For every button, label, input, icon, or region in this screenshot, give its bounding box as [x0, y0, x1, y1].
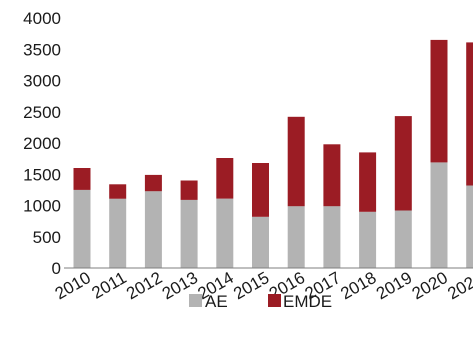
bar-emde-2019 — [394, 116, 412, 211]
bar-emde-2021 — [466, 42, 473, 186]
bar-ae-2015 — [252, 216, 269, 269]
y-tick-label: 3500 — [23, 40, 61, 59]
bar-ae-2013 — [180, 199, 198, 268]
bar-ae-2018 — [359, 211, 377, 269]
bar-ae-2011 — [109, 198, 127, 268]
bar-ae-2019 — [394, 210, 412, 268]
y-tick-label: 1500 — [23, 165, 61, 184]
bar-emde-2010 — [73, 168, 91, 190]
bar-ae-2016 — [287, 206, 305, 268]
bar-emde-2015 — [252, 163, 269, 217]
y-axis: 0 500 1000 1500 2000 2500 3000 3500 4000 — [23, 9, 61, 278]
y-tick-label: 0 — [52, 259, 61, 278]
legend-label-emde: EMDE — [283, 292, 332, 311]
legend: AE EMDE — [189, 292, 332, 311]
y-tick-label: 2500 — [23, 103, 61, 122]
bar-ae-2010 — [73, 189, 91, 268]
x-tick-label: 2021 — [444, 268, 473, 303]
bar-ae-2021 — [466, 185, 473, 268]
bar-ae-2012 — [144, 191, 162, 268]
bar-emde-2011 — [109, 184, 127, 199]
legend-swatch-emde — [268, 294, 281, 307]
bar-ae-2014 — [216, 198, 234, 268]
legend-swatch-ae — [189, 294, 202, 307]
bar-emde-2012 — [144, 174, 162, 192]
bar-ae-2020 — [430, 162, 448, 268]
bar-group — [73, 39, 473, 269]
y-tick-label: 500 — [33, 228, 61, 247]
bar-emde-2013 — [180, 180, 198, 200]
legend-label-ae: AE — [205, 292, 228, 311]
bar-emde-2020 — [430, 39, 448, 163]
x-axis: 2010201120122013201420152016201720182019… — [52, 267, 473, 303]
bar-ae-2017 — [323, 206, 341, 268]
bar-emde-2016 — [287, 116, 305, 207]
y-tick-label: 4000 — [23, 9, 61, 28]
bar-emde-2018 — [359, 152, 377, 212]
x-tick-label: 2011 — [89, 268, 130, 303]
y-tick-label: 3000 — [23, 72, 61, 91]
y-tick-label: 1000 — [23, 197, 61, 216]
bar-emde-2014 — [216, 158, 234, 199]
y-tick-label: 2000 — [23, 134, 61, 153]
bar-emde-2017 — [323, 144, 341, 207]
